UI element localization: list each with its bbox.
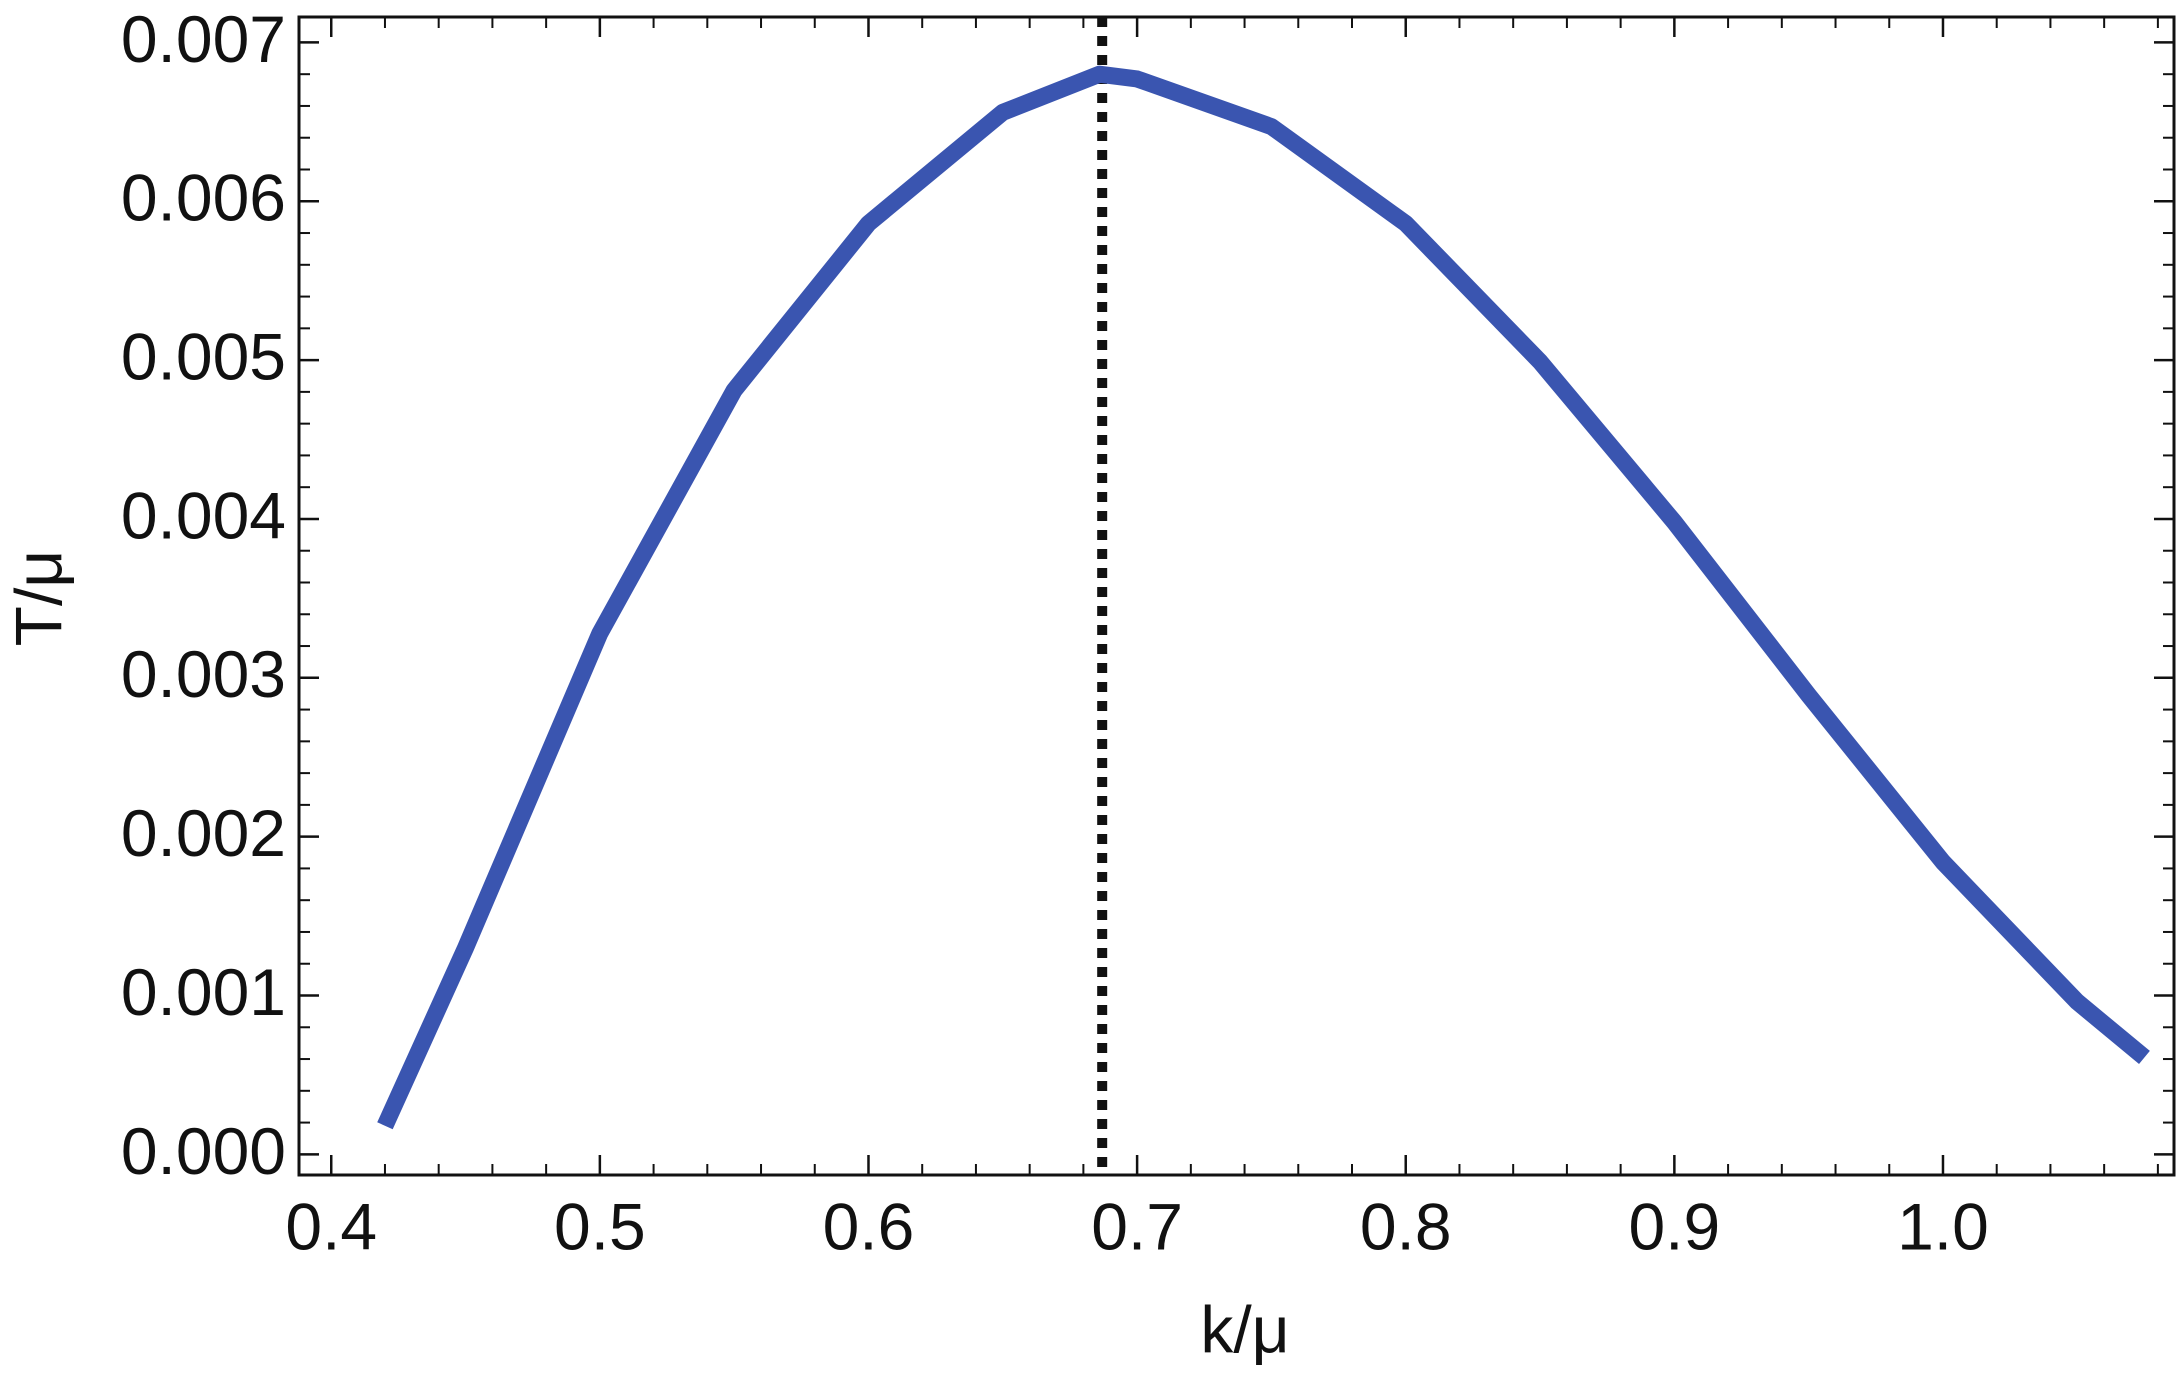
y-axis-label: T/μ [1,550,75,647]
y-tick-label: 0.000 [121,1114,286,1188]
x-tick-label: 0.6 [823,1189,915,1263]
plot-frame [297,15,2176,1177]
x-tick-label: 1.0 [1897,1189,1989,1263]
y-tick-label: 0.002 [121,796,286,870]
x-tick-label: 0.7 [1091,1189,1183,1263]
x-tick-label: 0.5 [554,1189,646,1263]
data-line [377,65,2150,1130]
y-tick-label: 0.005 [121,320,286,394]
x-tick-label: 0.4 [285,1189,377,1263]
y-tick-label: 0.003 [121,637,286,711]
y-tick-label: 0.007 [121,2,286,76]
x-tick-label: 0.9 [1628,1189,1720,1263]
x-tick-label: 0.8 [1360,1189,1452,1263]
x-axis-label: k/μ [1200,1292,1289,1366]
y-tick-label: 0.001 [121,955,286,1029]
y-tick-label: 0.006 [121,161,286,235]
y-tick-label: 0.004 [121,478,286,552]
